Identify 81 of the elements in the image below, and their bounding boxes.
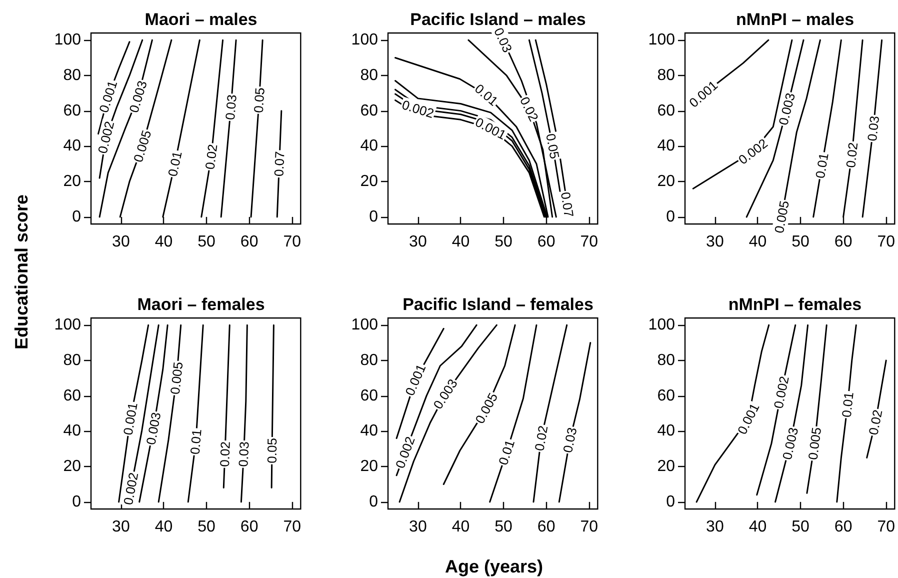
y-tick-label: 40: [63, 138, 82, 155]
y-tick-label: 20: [63, 458, 82, 476]
y-tick-label: 60: [657, 102, 676, 120]
chart-title: nMnPI – females: [728, 295, 862, 314]
y-tick-label: 20: [63, 173, 82, 190]
x-tick-label: 40: [154, 518, 173, 536]
x-tick-label: 50: [792, 234, 810, 250]
y-tick-label: 40: [360, 422, 378, 440]
x-tick-label: 50: [792, 518, 810, 536]
x-tick-label: 50: [198, 234, 216, 250]
y-tick-label: 60: [360, 387, 378, 404]
x-tick-label: 40: [748, 518, 767, 536]
chart-title: Maori – females: [137, 295, 265, 314]
x-tick-label: 60: [240, 234, 258, 250]
x-tick-label: 30: [409, 518, 427, 536]
x-tick-label: 60: [834, 518, 852, 536]
y-tick-label: 20: [360, 173, 378, 190]
y-tick-label: 20: [360, 458, 378, 476]
x-tick-label: 40: [452, 234, 470, 250]
x-tick-label: 30: [112, 234, 130, 250]
y-tick-label: 0: [666, 208, 676, 226]
y-tick-label: 0: [369, 208, 378, 226]
x-tick-label: 70: [283, 234, 302, 250]
y-tick-label: 100: [648, 32, 676, 49]
y-tick-label: 100: [54, 316, 82, 334]
y-tick-label: 60: [657, 387, 676, 404]
x-tick-label: 40: [748, 234, 767, 250]
x-tick-label: 30: [706, 234, 724, 250]
y-tick-label: 80: [657, 352, 676, 369]
y-tick-label: 0: [72, 493, 82, 510]
y-tick-label: 100: [351, 32, 378, 49]
y-tick-label: 0: [369, 493, 378, 510]
y-tick-label: 60: [63, 387, 82, 404]
x-tick-label: 70: [580, 518, 598, 536]
x-tick-label: 60: [537, 234, 556, 250]
series-label: 0.001: [472, 114, 509, 143]
y-tick-label: 80: [360, 352, 378, 369]
series-label: 0.001: [402, 362, 429, 398]
x-tick-label: 70: [877, 234, 896, 250]
x-tick-label: 60: [240, 518, 258, 536]
y-tick-label: 80: [63, 352, 82, 369]
y-tick-label: 0: [72, 208, 82, 226]
chart-title: Maori – males: [144, 10, 258, 29]
y-tick-label: 40: [360, 138, 378, 155]
y-tick-label: 80: [657, 66, 676, 84]
y-tick-label: 100: [54, 32, 82, 49]
y-tick-label: 80: [63, 66, 82, 84]
y-tick-label: 0: [666, 493, 676, 510]
series-label: 0.01: [496, 438, 518, 467]
x-axis-title: Age (years): [444, 556, 544, 578]
y-tick-label: 100: [648, 316, 676, 334]
x-tick-label: 30: [112, 518, 130, 536]
x-tick-label: 50: [198, 518, 216, 536]
series-label: 0.005: [472, 390, 501, 426]
x-tick-label: 70: [877, 518, 896, 536]
series-label: 0.001: [734, 400, 762, 437]
x-tick-label: 40: [154, 234, 173, 250]
y-tick-label: 60: [360, 102, 378, 120]
series-label: 0.02: [516, 94, 542, 124]
x-tick-label: 70: [283, 518, 302, 536]
y-tick-label: 60: [63, 102, 82, 120]
chart-title: Pacific Island – females: [402, 295, 594, 314]
x-tick-label: 30: [409, 234, 427, 250]
y-tick-label: 40: [63, 422, 82, 440]
y-tick-label: 40: [657, 422, 676, 440]
series-label: 0.01: [472, 81, 501, 109]
x-tick-label: 50: [494, 234, 513, 250]
y-tick-label: 100: [351, 316, 378, 334]
y-axis-title: Educational score: [12, 194, 32, 350]
y-tick-label: 20: [657, 458, 676, 476]
y-tick-label: 40: [657, 138, 676, 155]
y-tick-label: 80: [360, 66, 378, 84]
x-tick-label: 40: [452, 518, 470, 536]
series-label: 0.03: [491, 25, 516, 55]
x-tick-label: 30: [706, 518, 724, 536]
x-tick-label: 50: [494, 518, 513, 536]
chart-title: nMnPI – males: [736, 10, 854, 29]
x-tick-label: 60: [834, 234, 852, 250]
x-tick-label: 60: [537, 518, 556, 536]
y-tick-label: 20: [657, 173, 676, 190]
x-tick-label: 70: [580, 234, 598, 250]
